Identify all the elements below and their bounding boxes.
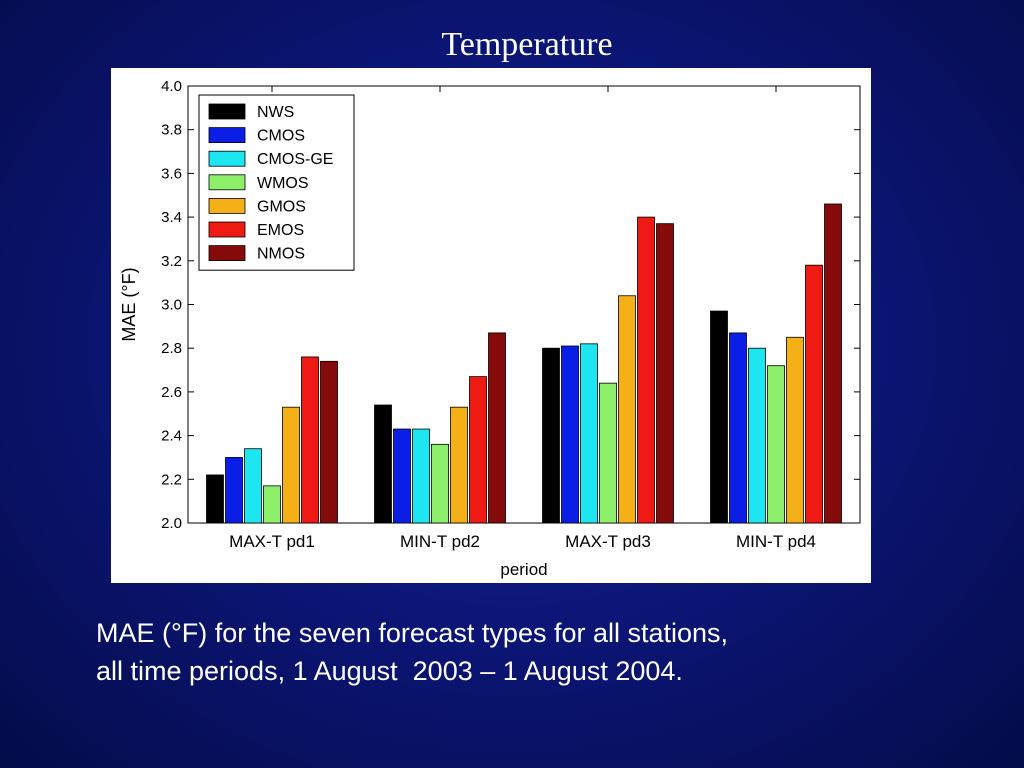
y-tick-label: 2.0 bbox=[161, 515, 182, 532]
bar-cmos bbox=[393, 428, 411, 524]
bar-cmos-ge bbox=[748, 347, 766, 524]
y-tick-label: 4.0 bbox=[161, 78, 182, 95]
caption: MAE (°F) for the seven forecast types fo… bbox=[96, 614, 956, 690]
bar-cmos-ge bbox=[244, 448, 262, 524]
caption-line-2: all time periods, 1 August 2003 – 1 Augu… bbox=[96, 656, 683, 686]
bar-gmos bbox=[450, 406, 468, 524]
bar-cmos bbox=[729, 332, 747, 524]
bar-nws bbox=[206, 474, 224, 524]
slide-title: Temperature bbox=[441, 26, 613, 63]
x-tick-label: MIN-T pd2 bbox=[400, 532, 480, 551]
bar-cmos bbox=[225, 457, 243, 524]
bar-wmos bbox=[767, 365, 785, 524]
bar-wmos bbox=[431, 443, 449, 524]
bar-gmos bbox=[618, 295, 636, 524]
bar-nmos bbox=[320, 360, 338, 524]
bar-cmos-ge bbox=[580, 343, 598, 524]
legend-swatch-nmos bbox=[208, 245, 246, 262]
legend-label-nmos: NMOS bbox=[257, 246, 305, 263]
bar-gmos bbox=[786, 336, 804, 524]
bar-emos bbox=[301, 356, 319, 524]
x-tick-label: MAX-T pd1 bbox=[229, 532, 315, 551]
x-axis-label: period bbox=[500, 560, 547, 579]
bar-chart: 2.0 2.2 2.4 2.6 2.8 3.0 3.2 3.4 3.6 3.8 4.0 MAX-T p… bbox=[119, 78, 861, 579]
chart-panel: 2.0 2.2 2.4 2.6 2.8 3.0 3.2 3.4 3.6 3.8 4.0 MAX-T p… bbox=[111, 68, 871, 583]
legend-label-cmos-ge: CMOS-GE bbox=[257, 151, 333, 168]
legend-swatch-cmos bbox=[208, 127, 246, 143]
y-axis-label: MAE (°F) bbox=[119, 267, 139, 341]
y-tick-label: 3.8 bbox=[161, 122, 182, 139]
legend-swatch-emos bbox=[208, 221, 246, 238]
y-tick-label: 3.0 bbox=[161, 297, 182, 314]
bar-emos bbox=[469, 376, 487, 524]
legend-label-cmos: CMOS bbox=[257, 128, 305, 145]
caption-line-1: MAE (°F) for the seven forecast types fo… bbox=[96, 618, 729, 648]
legend-swatch-gmos bbox=[208, 197, 246, 214]
bar-cmos-ge bbox=[412, 428, 430, 524]
bar-emos bbox=[805, 264, 823, 524]
y-tick-label: 2.6 bbox=[161, 384, 182, 401]
legend-label-wmos: WMOS bbox=[257, 175, 309, 192]
legend-swatch-wmos bbox=[208, 174, 246, 191]
legend-label-emos: EMOS bbox=[257, 222, 304, 239]
bar-nws bbox=[374, 404, 392, 524]
bar-gmos bbox=[282, 406, 300, 524]
bar-wmos bbox=[599, 382, 617, 524]
bar-emos bbox=[637, 216, 655, 524]
y-tick-label: 3.6 bbox=[161, 165, 182, 182]
bar-nmos bbox=[824, 203, 842, 524]
legend-label-gmos: GMOS bbox=[257, 198, 306, 215]
bar-nmos bbox=[488, 332, 506, 524]
legend-swatch-cmos-ge bbox=[208, 150, 246, 167]
y-tick-label: 2.4 bbox=[161, 428, 182, 445]
bar-cmos bbox=[561, 345, 579, 524]
legend-swatch-nws bbox=[208, 103, 246, 120]
y-tick-label: 3.4 bbox=[161, 209, 182, 226]
bar-wmos bbox=[263, 485, 281, 524]
x-tick-label: MAX-T pd3 bbox=[565, 532, 651, 551]
bar-nws bbox=[542, 347, 560, 524]
bar-nws bbox=[710, 310, 728, 524]
y-tick-label: 2.8 bbox=[161, 340, 182, 357]
legend-label-nws: NWS bbox=[257, 104, 294, 121]
x-tick-label: MIN-T pd4 bbox=[736, 532, 816, 551]
bar-nmos bbox=[656, 223, 674, 524]
y-tick-label: 3.2 bbox=[161, 253, 182, 270]
y-tick-label: 2.2 bbox=[161, 471, 182, 488]
